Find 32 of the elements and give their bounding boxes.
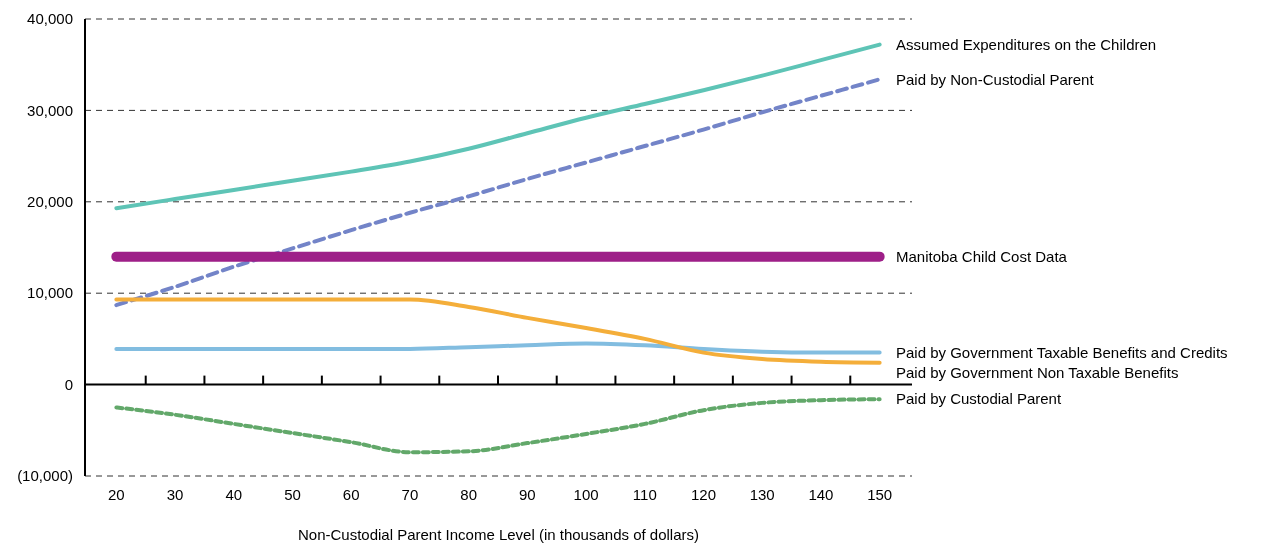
x-tick-label: 120	[690, 486, 717, 503]
x-tick-label: 130	[749, 486, 775, 503]
y-tick-label: 30,000	[27, 101, 73, 119]
series-label: Paid by Government Non Taxable Benefits	[896, 363, 1179, 381]
x-tick-label: 90	[519, 486, 536, 503]
series-label: Manitoba Child Cost Data	[896, 247, 1068, 265]
series-label: Paid by Government Taxable Benefits and Credits	[896, 343, 1228, 361]
line-series	[114, 297, 882, 365]
x-tick-label: 150	[867, 486, 893, 503]
series-label: Paid by Custodial Parent	[896, 390, 1062, 408]
series-label: Assumed Expenditures on the Children	[896, 35, 1157, 53]
line-series	[114, 397, 882, 455]
x-tick-label: 60	[342, 486, 360, 503]
x-tick-label: 110	[632, 486, 657, 503]
x-tick-label: 80	[460, 486, 477, 503]
x-tick-label: 20	[108, 486, 125, 503]
x-tick-label: 140	[808, 486, 834, 503]
series-label: Paid by Non-Custodial Parent	[896, 70, 1095, 88]
x-tick-label: 50	[284, 486, 301, 503]
x-tick-label: 70	[401, 486, 419, 503]
y-tick-label: 40,000	[27, 10, 73, 28]
line-series	[114, 42, 882, 211]
y-tick-label: 0	[64, 375, 73, 393]
x-tick-label: 30	[166, 486, 184, 503]
y-tick-label: 10,000	[27, 284, 73, 302]
x-axis-title: Non-Custodial Parent Income Level (in thousands of dollars)	[297, 526, 700, 543]
y-tick-label: (10,000)	[17, 467, 73, 485]
y-tick-label: 20,000	[27, 193, 73, 211]
line-series	[114, 341, 882, 355]
x-tick-label: 100	[573, 486, 599, 503]
line-series	[114, 77, 882, 308]
x-tick-label: 40	[225, 486, 243, 503]
